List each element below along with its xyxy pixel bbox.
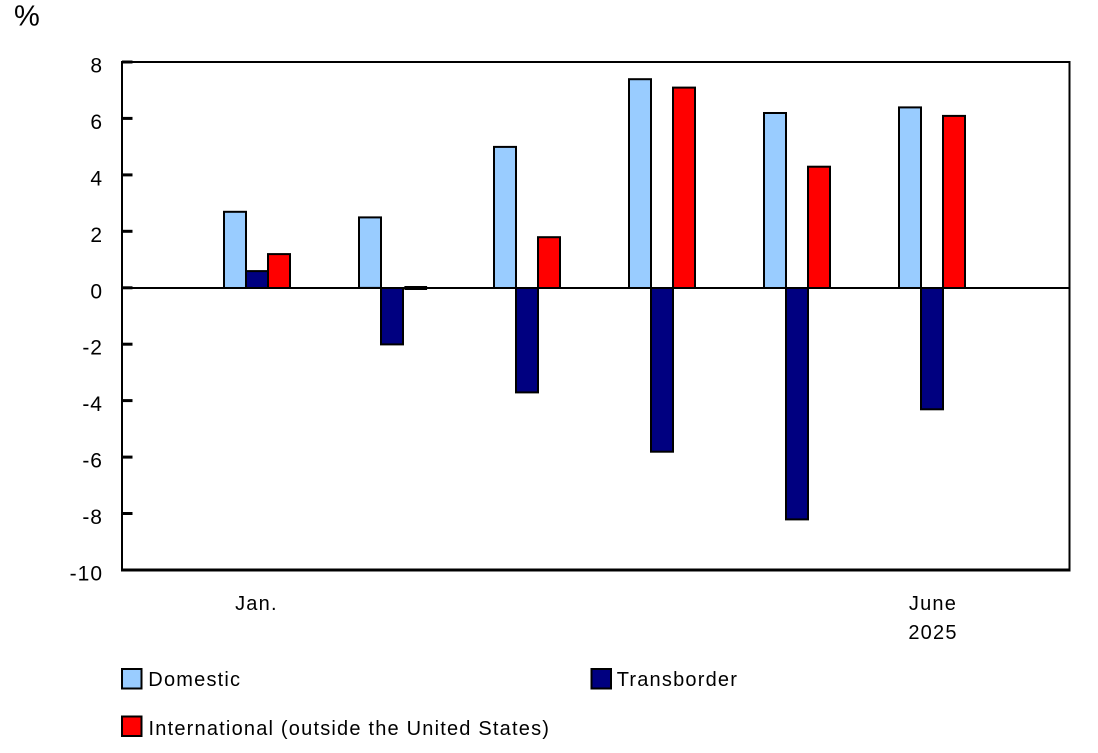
svg-text:4: 4 — [90, 167, 103, 190]
svg-text:-2: -2 — [82, 337, 103, 360]
svg-text:6: 6 — [90, 111, 103, 134]
svg-text:2025: 2025 — [908, 622, 957, 644]
svg-text:%: % — [14, 1, 40, 33]
svg-text:International (outside the Uni: International (outside the United States… — [149, 718, 551, 740]
svg-text:June: June — [909, 593, 957, 615]
svg-text:-6: -6 — [82, 450, 103, 473]
svg-text:Transborder: Transborder — [617, 669, 738, 691]
svg-text:2: 2 — [90, 224, 103, 247]
svg-text:-10: -10 — [70, 563, 103, 586]
svg-text:0: 0 — [90, 280, 103, 303]
svg-text:-8: -8 — [82, 506, 103, 529]
svg-text:Jan.: Jan. — [235, 593, 278, 615]
svg-text:Domestic: Domestic — [148, 669, 241, 691]
svg-text:8: 8 — [90, 55, 103, 78]
svg-text:-4: -4 — [82, 393, 103, 416]
